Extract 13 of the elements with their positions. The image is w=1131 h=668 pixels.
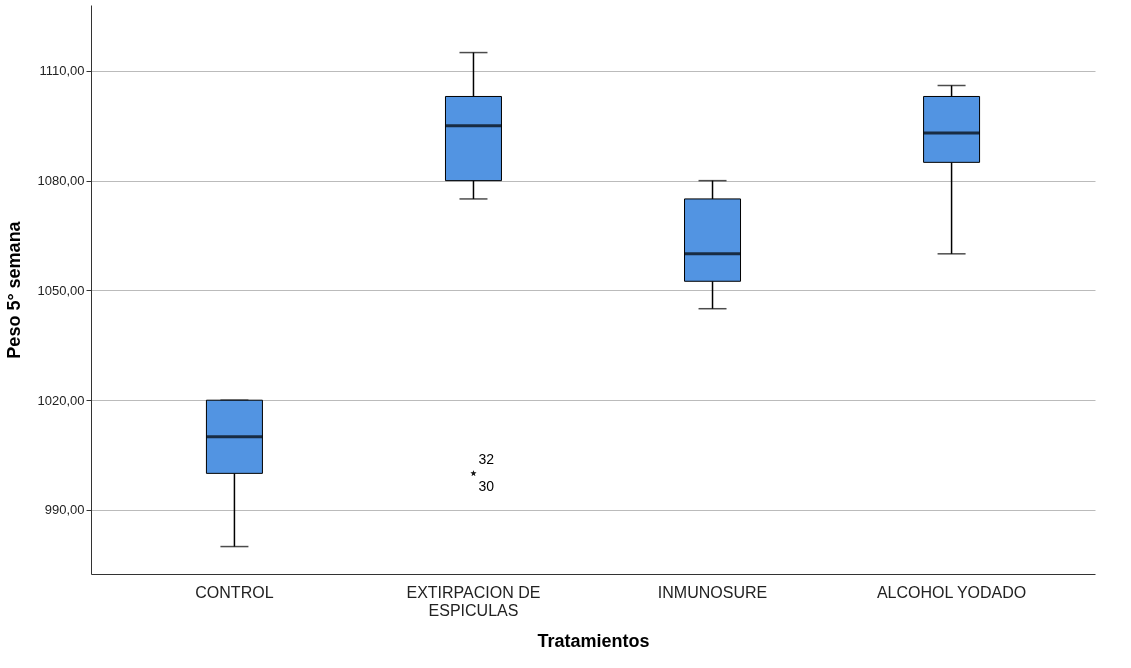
x-tick-label: ALCOHOL YODADO <box>876 583 1027 601</box>
y-tick-label: 990,00 <box>44 502 85 518</box>
y-tick-label: 1080,00 <box>37 173 85 189</box>
x-axis-title: Tratamientos <box>537 630 650 651</box>
x-tick-label: CONTROL <box>195 583 274 601</box>
y-tick-label: 1050,00 <box>37 282 85 298</box>
x-tick-label: EXTIRPACION DE ESPICULAS <box>406 583 541 619</box>
y-tick-label: 1110,00 <box>39 63 85 79</box>
x-tick-label: INMUNOSURE <box>657 583 768 601</box>
annotation: 30 <box>478 478 495 495</box>
annotation: 32 <box>478 451 495 468</box>
y-axis-title: Peso 5° semana <box>3 220 24 359</box>
y-tick-label: 1020,00 <box>37 392 85 408</box>
